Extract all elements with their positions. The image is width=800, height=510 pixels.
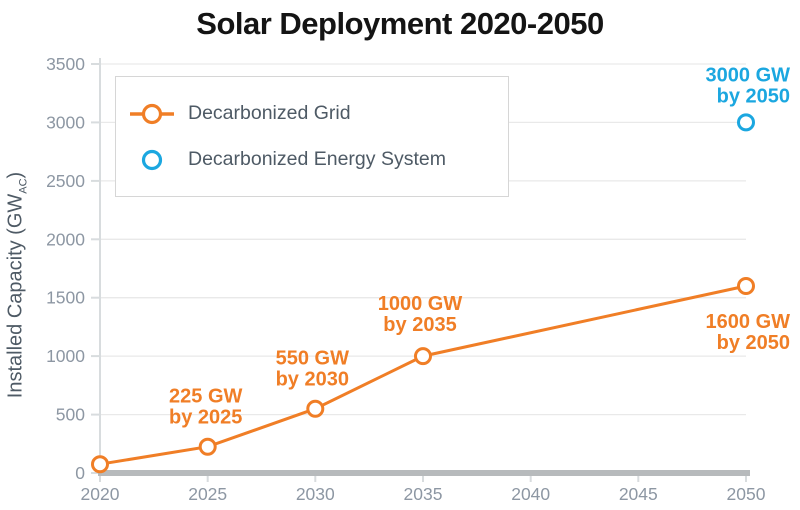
annotation: 1600 GW: [706, 311, 791, 333]
y-tick-label: 500: [56, 405, 85, 425]
annotation: 3000 GW: [706, 64, 791, 86]
legend-item-decarbonized-energy-system: Decarbonized Energy System: [129, 148, 508, 172]
x-tick-label: 2035: [404, 484, 443, 504]
y-tick-label: 3500: [46, 54, 85, 74]
annotation: by 2050: [717, 332, 790, 354]
x-tick-label: 2040: [511, 484, 550, 504]
x-axis-line: [98, 470, 750, 476]
y-tick-label: 2500: [46, 171, 85, 191]
legend-label-decarbonized-grid: Decarbonized Grid: [188, 102, 351, 124]
data-point: [737, 277, 755, 295]
y-axis-title-text: Installed Capacity (GW: [4, 193, 27, 399]
y-axis-title: Installed Capacity (GWAC): [5, 172, 30, 398]
orange-line-circle-marker-icon: [130, 103, 174, 124]
annotation: by 2025: [169, 407, 242, 429]
blue-circle-marker-icon: [141, 149, 163, 170]
data-point: [414, 347, 432, 366]
x-tick-label: 2050: [727, 484, 766, 504]
x-tick-label: 2025: [188, 484, 227, 504]
x-tick-label: 2045: [619, 484, 658, 504]
legend-label-decarbonized-energy-system: Decarbonized Energy System: [188, 148, 446, 170]
data-point: [91, 455, 109, 474]
data-point: [198, 437, 217, 456]
y-axis-title-subscript: AC: [17, 178, 30, 194]
y-axis-title-close: ): [4, 171, 27, 179]
data-point: [306, 399, 325, 418]
annotation: by 2050: [717, 85, 790, 107]
y-tick-label: 3000: [46, 112, 85, 132]
annotation: by 2030: [276, 369, 349, 391]
annotation: 225 GW: [169, 386, 242, 408]
legend: Decarbonized Grid Decarbonized Energy Sy…: [115, 76, 509, 197]
y-tick-label: 1500: [46, 288, 85, 308]
x-tick-label: 2030: [296, 484, 335, 504]
x-tick-label: 2020: [81, 484, 120, 504]
annotation: 1000 GW: [378, 293, 463, 315]
y-tick-label: 0: [75, 463, 85, 483]
y-tick-label: 1000: [46, 346, 85, 366]
legend-item-decarbonized-grid: Decarbonized Grid: [129, 102, 508, 126]
chart-title: Solar Deployment 2020-2050: [196, 6, 604, 41]
y-tick-label: 2000: [46, 229, 85, 249]
data-point: [737, 113, 755, 132]
annotation: by 2035: [383, 314, 456, 336]
annotation: 550 GW: [276, 348, 349, 370]
